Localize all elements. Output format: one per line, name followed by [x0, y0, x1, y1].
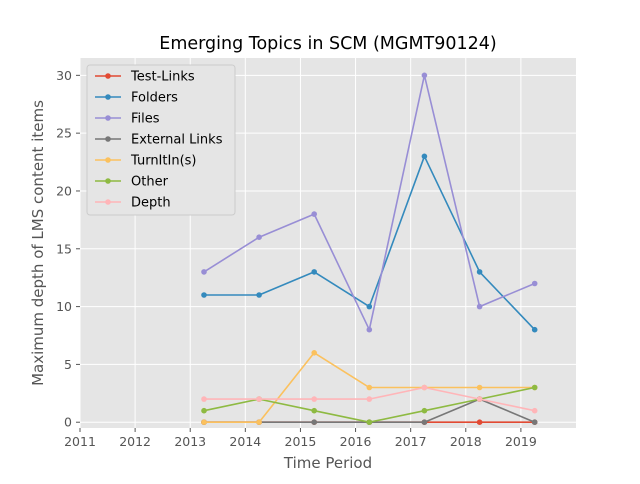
legend-item: Other: [95, 175, 169, 190]
series-group: [201, 153, 538, 333]
legend-item: Folders: [95, 91, 178, 106]
data-point: [421, 153, 428, 160]
data-point: [476, 396, 483, 402]
data-point: [531, 326, 538, 333]
series-group: [201, 72, 538, 333]
y-tick-label: 10: [56, 299, 72, 314]
data-point: [421, 72, 428, 79]
x-tick-label: 2012: [119, 434, 151, 449]
y-tick-label: 30: [56, 68, 72, 83]
y-tick-label: 0: [64, 415, 72, 430]
y-tick-label: 20: [56, 183, 72, 198]
legend-label: TurnItIn(s): [130, 154, 196, 169]
data-point: [531, 384, 538, 391]
data-point: [311, 396, 318, 402]
legend-swatch-marker: [105, 136, 111, 142]
legend-item: Test-Links: [95, 70, 195, 85]
data-point: [201, 396, 207, 402]
legend-swatch-marker: [105, 178, 111, 184]
data-point: [366, 419, 373, 426]
x-tick-label: 2016: [340, 434, 372, 449]
data-point: [311, 419, 318, 426]
legend-label: External Links: [131, 133, 223, 148]
legend-swatch-marker: [105, 157, 111, 163]
legend-item: External Links: [95, 133, 223, 148]
data-point: [256, 234, 262, 240]
data-point: [476, 419, 483, 426]
data-point: [531, 407, 538, 414]
legend-label: Files: [131, 112, 160, 127]
x-tick-label: 2018: [450, 434, 482, 449]
data-point: [421, 419, 428, 426]
x-tick-label: 2017: [395, 434, 427, 449]
legend-label: Other: [131, 175, 169, 190]
x-tick-label: 2011: [64, 434, 96, 449]
y-tick-label: 25: [56, 126, 72, 141]
data-point: [256, 419, 262, 426]
data-point: [531, 419, 538, 426]
data-point: [476, 384, 483, 391]
data-point: [201, 407, 207, 414]
data-point: [476, 269, 483, 275]
legend-item: Depth: [95, 196, 171, 211]
data-point: [201, 292, 207, 298]
y-tick-label: 15: [56, 241, 72, 256]
data-point: [256, 396, 262, 402]
data-point: [256, 292, 262, 298]
legend-item: TurnItIn(s): [95, 154, 196, 169]
data-point: [366, 384, 373, 391]
data-point: [201, 419, 207, 426]
legend: Test-Links Folders Files External Links Turn…: [86, 64, 236, 216]
series-group: [201, 384, 538, 414]
legend-swatch-marker: [105, 73, 111, 79]
y-axis-label: Maximum depth of LMS content items: [29, 100, 47, 386]
data-point: [421, 407, 428, 414]
legend-label: Test-Links: [130, 70, 195, 85]
x-axis-label: Time Period: [283, 454, 372, 472]
data-point: [366, 326, 373, 333]
y-tick-label: 5: [64, 357, 72, 372]
data-point: [311, 407, 318, 414]
x-tick-label: 2013: [174, 434, 206, 449]
legend-label: Folders: [131, 91, 178, 106]
legend-item: Files: [95, 112, 160, 127]
legend-swatch-marker: [105, 199, 111, 205]
data-point: [201, 269, 207, 275]
data-point: [366, 303, 373, 310]
legend-box: [86, 64, 236, 216]
data-point: [311, 269, 318, 275]
series-group: [201, 350, 538, 426]
data-point: [366, 396, 373, 402]
x-tick-label: 2015: [285, 434, 317, 449]
axis-ticks: 2011 2012 2013 2014 2015 2016 2017 2018 20190510…: [56, 68, 537, 449]
data-point: [476, 303, 483, 310]
data-point: [311, 350, 318, 356]
data-point: [531, 280, 538, 287]
series-lines: [201, 72, 538, 426]
chart-title: Emerging Topics in SCM (MGMT90124): [159, 34, 496, 54]
data-point: [311, 211, 318, 217]
data-point: [421, 384, 428, 391]
legend-swatch-marker: [105, 94, 111, 100]
legend-swatch-marker: [105, 115, 111, 121]
legend-label: Depth: [131, 196, 171, 211]
x-tick-label: 2019: [505, 434, 537, 449]
x-tick-label: 2014: [229, 434, 261, 449]
